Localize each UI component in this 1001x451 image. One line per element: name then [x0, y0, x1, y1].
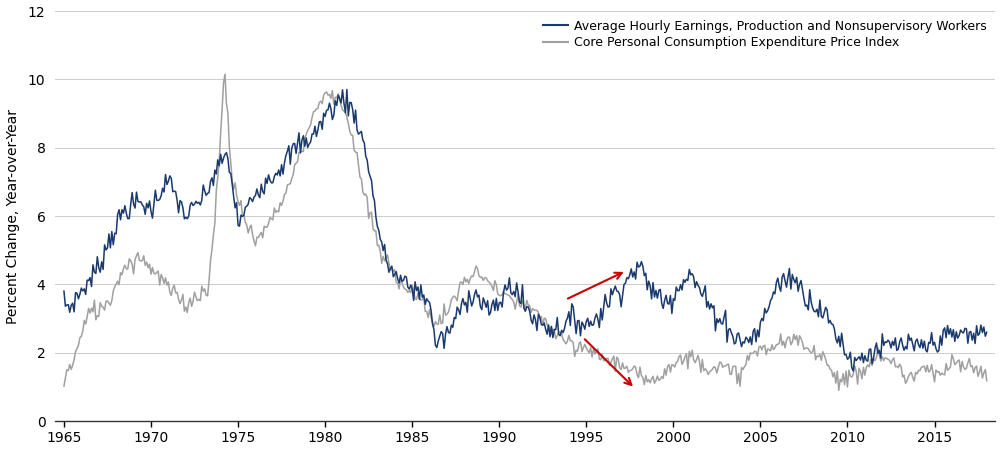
- Y-axis label: Percent Change, Year-over-Year: Percent Change, Year-over-Year: [6, 109, 20, 323]
- Legend: Average Hourly Earnings, Production and Nonsupervisory Workers, Core Personal Co: Average Hourly Earnings, Production and …: [541, 17, 989, 51]
